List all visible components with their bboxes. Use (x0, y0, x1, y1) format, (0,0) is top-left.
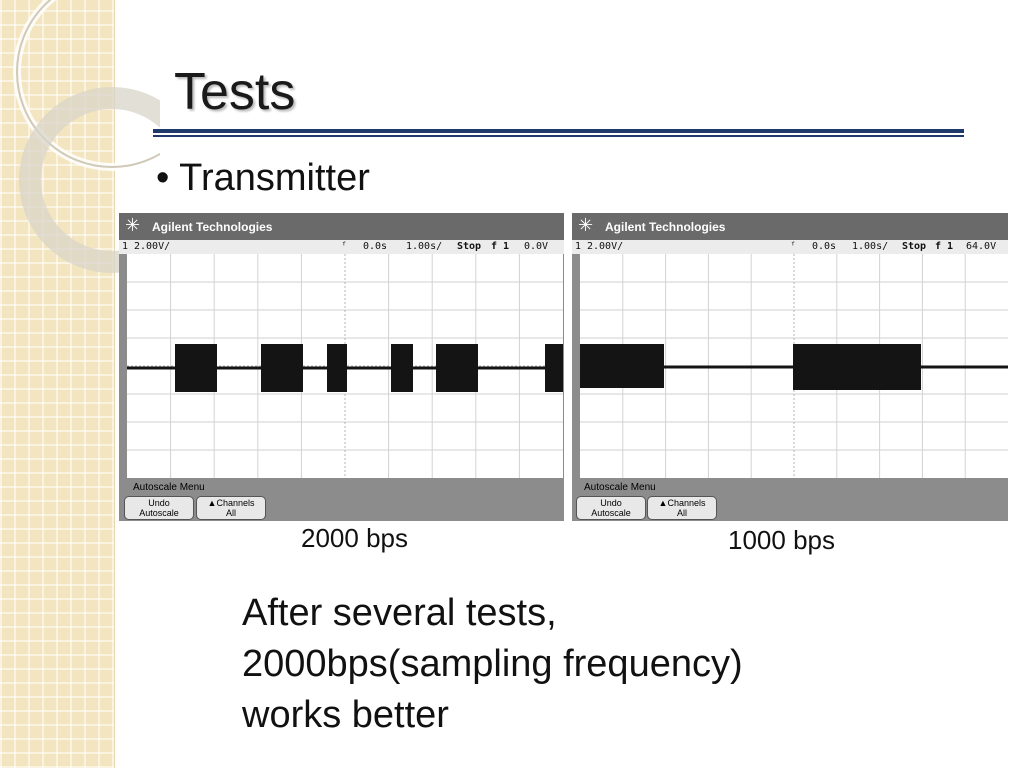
undo-autoscale-button[interactable]: Undo Autoscale (576, 496, 646, 520)
title-rule-thin (153, 135, 964, 137)
conclusion-line: 2000bps(sampling frequency) (242, 643, 743, 685)
title-rule (153, 129, 964, 133)
softkey-line: ▲Channels (207, 498, 255, 508)
conclusion-line: After several tests, (242, 592, 557, 634)
brand-label: Agilent Technologies (605, 220, 726, 234)
delay-value: 0.0s (363, 241, 388, 252)
waveform-display (580, 254, 1008, 478)
caption-2000bps: 2000 bps (301, 523, 408, 553)
trigger-arrow-icon: ᶠ (790, 241, 797, 252)
softkey-menu-title: Autoscale Menu (133, 482, 205, 493)
scope-header: ✳ Agilent Technologies (572, 213, 1008, 240)
softkey-line: Undo (600, 498, 622, 508)
agilent-spark-icon: ✳ (578, 215, 594, 235)
bullet-transmitter: • Transmitter (156, 157, 370, 199)
side-strip-edge (114, 0, 115, 768)
channel-number: 1 (122, 241, 129, 252)
trigger-arrow-icon: ᶠ (341, 241, 348, 252)
conclusion-text: After several tests, 2000bps(sampling fr… (242, 588, 743, 741)
softkey-bar: Autoscale Menu Undo Autoscale ▲Channels … (119, 478, 564, 521)
volts-per-div: 2.00V/ (134, 241, 171, 252)
brand-label: Agilent Technologies (152, 220, 273, 234)
oscilloscope-screen-1000bps: ✳ Agilent Technologies 1 2.00V/ ᶠ 0.0s 1… (572, 213, 1008, 521)
trigger-source: f 1 (935, 241, 954, 252)
volts-per-div: 2.00V/ (587, 241, 624, 252)
softkey-line: Autoscale (139, 508, 179, 518)
channels-all-button[interactable]: ▲Channels All (647, 496, 717, 520)
run-state: Stop (457, 241, 482, 252)
trigger-source: f 1 (491, 241, 510, 252)
caption-1000bps: 1000 bps (728, 525, 835, 555)
softkey-line: ▲Channels (658, 498, 706, 508)
time-per-div: 1.00s/ (406, 241, 443, 252)
time-per-div: 1.00s/ (852, 241, 889, 252)
scope-status-bar: 1 2.00V/ ᶠ 0.0s 1.00s/ Stop f 1 64.0V (572, 240, 1008, 254)
decorative-circles (13, 0, 160, 273)
signal-bursts (580, 344, 921, 390)
agilent-spark-icon: ✳ (125, 215, 141, 235)
slide-title: Tests (174, 63, 296, 121)
delay-value: 0.0s (812, 241, 837, 252)
conclusion-line: works better (242, 694, 449, 736)
channel-number: 1 (575, 241, 582, 252)
softkey-line: Undo (148, 498, 170, 508)
channels-all-button[interactable]: ▲Channels All (196, 496, 266, 520)
softkey-line: Autoscale (591, 508, 631, 518)
oscilloscope-screen-2000bps: ✳ Agilent Technologies 1 2.00V/ ᶠ 0.0s 1… (119, 213, 564, 521)
scope-header: ✳ Agilent Technologies (119, 213, 564, 240)
waveform-display (127, 254, 563, 478)
trigger-level: 64.0V (966, 241, 997, 252)
softkey-line: All (225, 508, 236, 518)
signal-bursts (175, 344, 563, 392)
run-state: Stop (902, 241, 927, 252)
scope-status-bar: 1 2.00V/ ᶠ 0.0s 1.00s/ Stop f 1 0.0V (119, 240, 564, 254)
trigger-level: 0.0V (524, 241, 549, 252)
undo-autoscale-button[interactable]: Undo Autoscale (124, 496, 194, 520)
softkey-line: All (676, 508, 687, 518)
softkey-bar: Autoscale Menu Undo Autoscale ▲Channels … (572, 478, 1008, 521)
softkey-menu-title: Autoscale Menu (584, 482, 656, 493)
